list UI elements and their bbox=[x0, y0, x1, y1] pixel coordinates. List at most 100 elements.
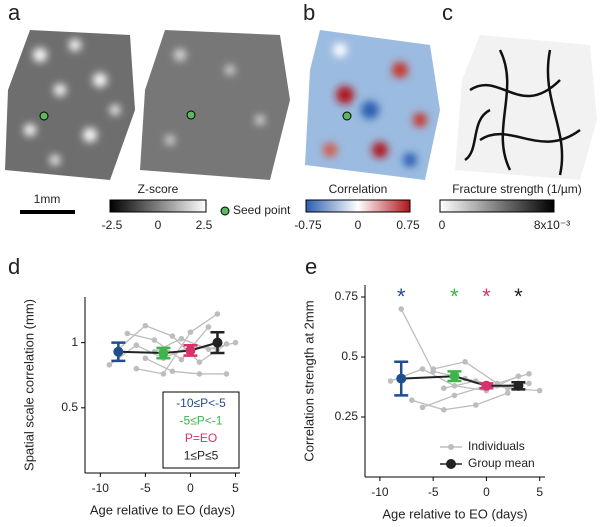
individual-point bbox=[526, 371, 532, 377]
individual-point bbox=[232, 339, 239, 346]
individual-line bbox=[145, 357, 227, 375]
individual-point bbox=[169, 368, 176, 375]
y-tick-label: 0.5 bbox=[61, 400, 78, 414]
individual-point bbox=[536, 387, 543, 394]
individual-line bbox=[154, 338, 236, 353]
group-mean-point bbox=[212, 337, 223, 348]
individual-line bbox=[411, 392, 508, 411]
individual-point bbox=[504, 390, 511, 396]
colorbar bbox=[439, 199, 555, 213]
individual-line bbox=[400, 308, 530, 387]
zscore-map bbox=[5, 30, 290, 180]
y-axis-title: Correlation strength at 2mm bbox=[301, 300, 316, 461]
individual-point bbox=[196, 371, 203, 377]
individual-point bbox=[441, 407, 447, 413]
colorbar-tick: 8x10⁻³ bbox=[534, 218, 570, 232]
group-mean-point bbox=[396, 373, 407, 384]
y-tick-label: 0.5 bbox=[341, 349, 358, 363]
individual-point bbox=[504, 385, 511, 392]
individual-point bbox=[133, 342, 140, 349]
individual-point bbox=[178, 356, 185, 363]
x-tick-label: -5 bbox=[140, 481, 151, 495]
group-mean-point bbox=[113, 346, 124, 357]
individual-point bbox=[124, 330, 131, 337]
individual-point bbox=[205, 324, 212, 330]
colorbar-tick: -2.5 bbox=[102, 218, 123, 232]
individual-point bbox=[419, 366, 426, 372]
x-tick-label: -5 bbox=[428, 485, 439, 499]
legend-label: Group mean bbox=[468, 456, 535, 470]
group-mean-point bbox=[158, 348, 169, 359]
group-mean-line bbox=[401, 375, 519, 387]
scale-bar bbox=[20, 210, 75, 214]
individual-point bbox=[214, 311, 221, 317]
significance-star: * bbox=[482, 284, 491, 309]
x-tick-label: -10 bbox=[371, 485, 389, 499]
panel-label: c bbox=[442, 0, 453, 25]
y-axis-title: Spatial scale correlation (mm) bbox=[21, 299, 36, 471]
colorbar-title: Z-score bbox=[138, 182, 179, 196]
colorbar-tick: 0 bbox=[355, 218, 362, 232]
individual-point bbox=[430, 366, 436, 372]
colorbar-tick: 0 bbox=[439, 218, 446, 232]
group-mean-point bbox=[449, 371, 460, 382]
significance-star: * bbox=[450, 284, 459, 309]
panel-label: b bbox=[303, 0, 315, 25]
legend-box bbox=[162, 391, 240, 469]
legend-label: 1≤P≤5 bbox=[184, 449, 219, 463]
individual-point bbox=[451, 392, 458, 399]
significance-star: * bbox=[397, 284, 406, 309]
legend-label: -10≤P<-5 bbox=[176, 396, 226, 410]
legend-marker bbox=[446, 459, 456, 469]
x-tick-label: 0 bbox=[187, 481, 194, 495]
x-axis-title: Age relative to EO (days) bbox=[90, 502, 235, 517]
individual-point bbox=[223, 371, 230, 377]
individual-line bbox=[136, 313, 218, 375]
fracture-map bbox=[455, 35, 597, 180]
individual-point bbox=[169, 333, 176, 339]
individual-point bbox=[196, 359, 203, 365]
legend-marker bbox=[448, 444, 454, 450]
significance-star: * bbox=[514, 284, 523, 309]
panel-label: e bbox=[305, 254, 317, 279]
colorbar-tick: -0.75 bbox=[294, 218, 322, 232]
x-tick-label: 0 bbox=[483, 485, 490, 499]
individual-point bbox=[187, 329, 194, 336]
individual-point bbox=[398, 306, 405, 312]
individual-line bbox=[422, 385, 519, 409]
individual-point bbox=[142, 322, 149, 329]
panel-label: a bbox=[8, 0, 21, 25]
individual-point bbox=[472, 402, 479, 408]
colorbar-tick: 0 bbox=[155, 218, 162, 232]
individual-point bbox=[526, 380, 532, 387]
x-tick-label: -10 bbox=[92, 481, 110, 495]
individual-point bbox=[142, 355, 149, 362]
y-tick-label: 0.75 bbox=[335, 289, 359, 303]
individual-point bbox=[151, 337, 158, 343]
correlation-map bbox=[305, 30, 440, 180]
y-tick-label: 0.25 bbox=[335, 409, 359, 423]
individual-point bbox=[387, 378, 394, 384]
x-axis-title: Age relative to EO (days) bbox=[382, 506, 527, 521]
colorbar-title: Correlation bbox=[329, 182, 388, 196]
scale-label: 1mm bbox=[34, 192, 61, 206]
x-tick-label: 5 bbox=[536, 485, 543, 499]
individual-line bbox=[433, 361, 530, 385]
group-mean-line bbox=[118, 341, 218, 355]
legend-label: Individuals bbox=[468, 439, 525, 453]
individual-point bbox=[160, 371, 167, 377]
seed-legend: Seed point bbox=[233, 203, 291, 217]
group-mean-point bbox=[513, 380, 524, 391]
legend-label: P=EO bbox=[185, 431, 217, 445]
panel-label: d bbox=[8, 254, 20, 279]
individual-point bbox=[178, 335, 185, 342]
colorbar-tick: 2.5 bbox=[196, 218, 213, 232]
seed-marker bbox=[220, 206, 230, 216]
group-mean-point bbox=[185, 345, 196, 356]
colorbar-tick: 0.75 bbox=[396, 218, 420, 232]
group-mean-point bbox=[481, 380, 492, 391]
colorbar bbox=[305, 199, 411, 213]
individual-point bbox=[462, 359, 468, 365]
individual-point bbox=[419, 404, 426, 411]
